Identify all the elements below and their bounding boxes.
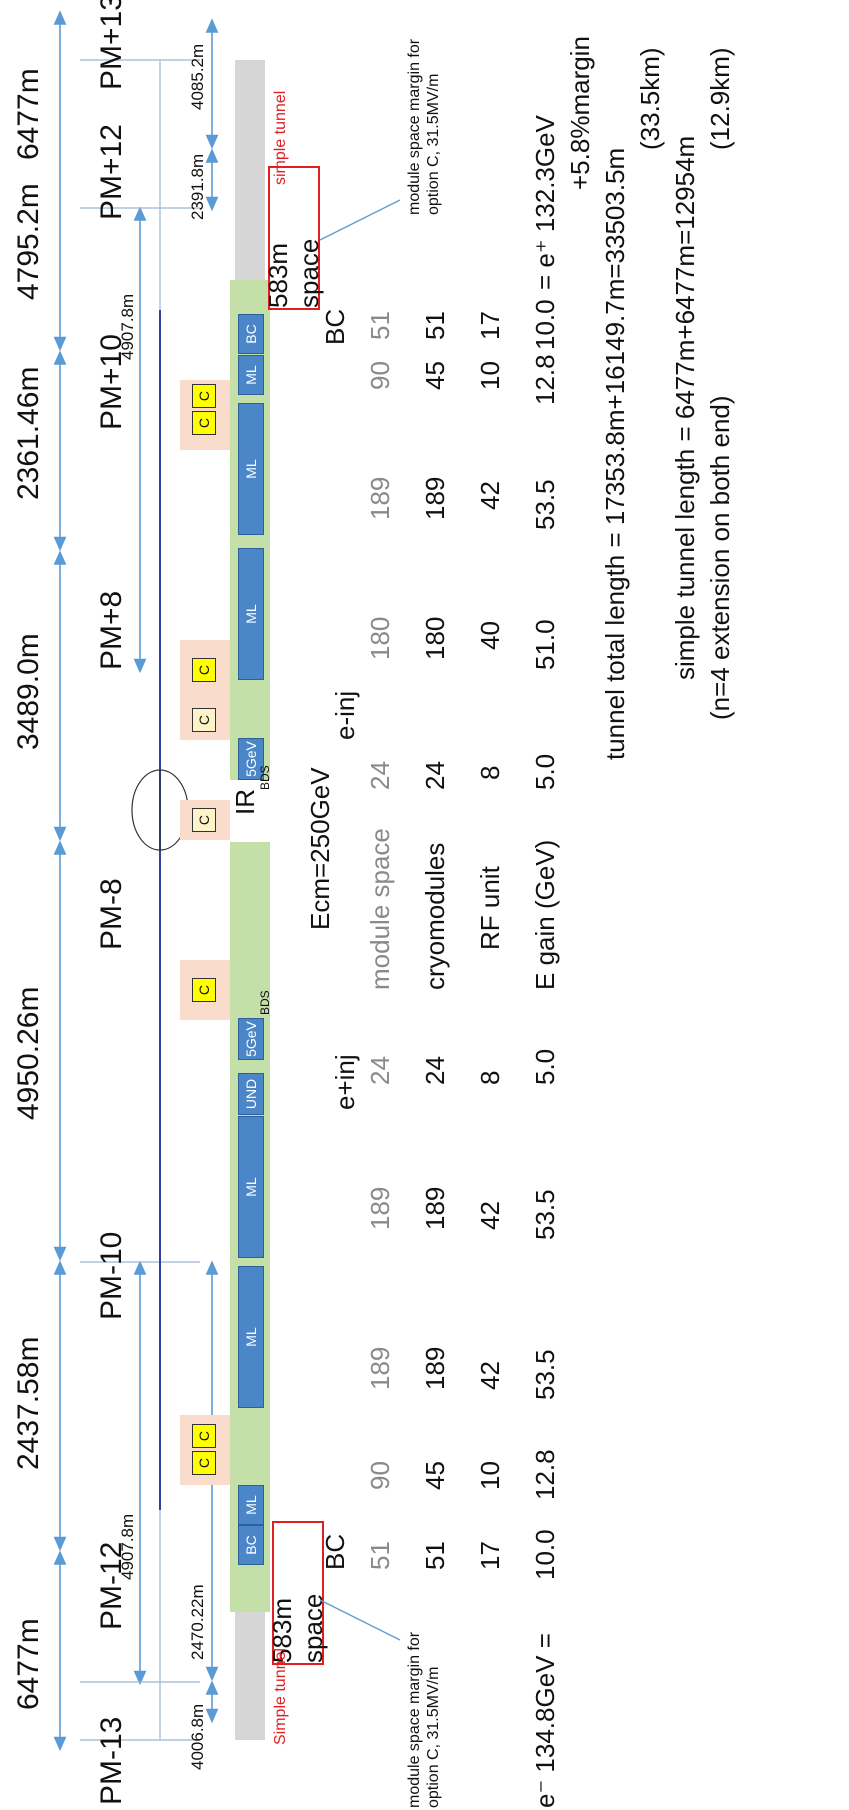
eg-left: 53.5: [530, 1349, 560, 1400]
ms-right: 189: [365, 476, 395, 520]
row-label-cryomodules: cryomodules: [420, 842, 450, 990]
cm-left: 45: [420, 1461, 450, 1490]
eg-right: 10.0: [530, 299, 560, 350]
cm-right: 180: [420, 616, 450, 660]
rf-right: 42: [475, 481, 505, 510]
ms-right: 51: [365, 311, 395, 340]
rf-right: 8: [475, 765, 505, 780]
rf-right: 10: [475, 361, 505, 390]
cm-right: 189: [420, 476, 450, 520]
rf-right: 40: [475, 621, 505, 650]
simple-tunnel-line: simple tunnel length = 6477m+6477m=12954…: [670, 135, 700, 680]
row-label-e-gain: E gain (GeV): [530, 839, 560, 990]
ms-right: 24: [365, 761, 395, 790]
simple-tunnel-km: (12.9km): [705, 47, 735, 150]
cm-right: 45: [420, 361, 450, 390]
tunnel-total-line: tunnel total length = 17353.8m+16149.7m=…: [600, 147, 630, 760]
e-plus-inj: e+inj: [330, 1054, 360, 1110]
ms-right: 180: [365, 616, 395, 660]
eg-right: 53.5: [530, 479, 560, 530]
cm-left: 189: [420, 1186, 450, 1230]
cm-right: 24: [420, 761, 450, 790]
rf-left: 42: [475, 1361, 505, 1390]
ms-left: 24: [365, 1056, 395, 1085]
eg-right: 5.0: [530, 753, 560, 790]
e-plus-total: = e⁺ 132.3GeV: [530, 115, 560, 290]
cm-left: 51: [420, 1541, 450, 1570]
rf-left: 17: [475, 1541, 505, 1570]
eg-right: 51.0: [530, 619, 560, 670]
ms-left: 189: [365, 1186, 395, 1230]
ecm-label: Ecm=250GeV: [305, 767, 335, 930]
cm-left: 189: [420, 1346, 450, 1390]
bc-header-left: BC: [320, 1533, 350, 1570]
rf-right: 17: [475, 311, 505, 340]
bc-header-right: BC: [320, 308, 350, 345]
e-plus-margin: +5.8%margin: [565, 36, 595, 190]
rf-left: 42: [475, 1201, 505, 1230]
cm-left: 24: [420, 1056, 450, 1085]
eg-left: 5.0: [530, 1048, 560, 1085]
rf-left: 10: [475, 1461, 505, 1490]
ms-right: 90: [365, 361, 395, 390]
eg-left: 10.0: [530, 1529, 560, 1580]
eg-right: 12.8: [530, 354, 560, 405]
row-label-rf-unit: RF unit: [475, 866, 505, 950]
e-minus-total: e⁻ 134.8GeV =: [530, 1633, 560, 1808]
ms-left: 90: [365, 1461, 395, 1490]
eg-left: 12.8: [530, 1449, 560, 1500]
simple-tunnel-note: (n=4 extension on both end): [705, 395, 735, 720]
tunnel-total-km: (33.5km): [635, 47, 665, 150]
ms-left: 51: [365, 1541, 395, 1570]
eg-left: 53.5: [530, 1189, 560, 1240]
rf-left: 8: [475, 1070, 505, 1085]
row-label-module-space: module space: [365, 828, 395, 990]
ms-left: 189: [365, 1346, 395, 1390]
cm-right: 51: [420, 311, 450, 340]
e-minus-inj: e-inj: [330, 690, 360, 740]
